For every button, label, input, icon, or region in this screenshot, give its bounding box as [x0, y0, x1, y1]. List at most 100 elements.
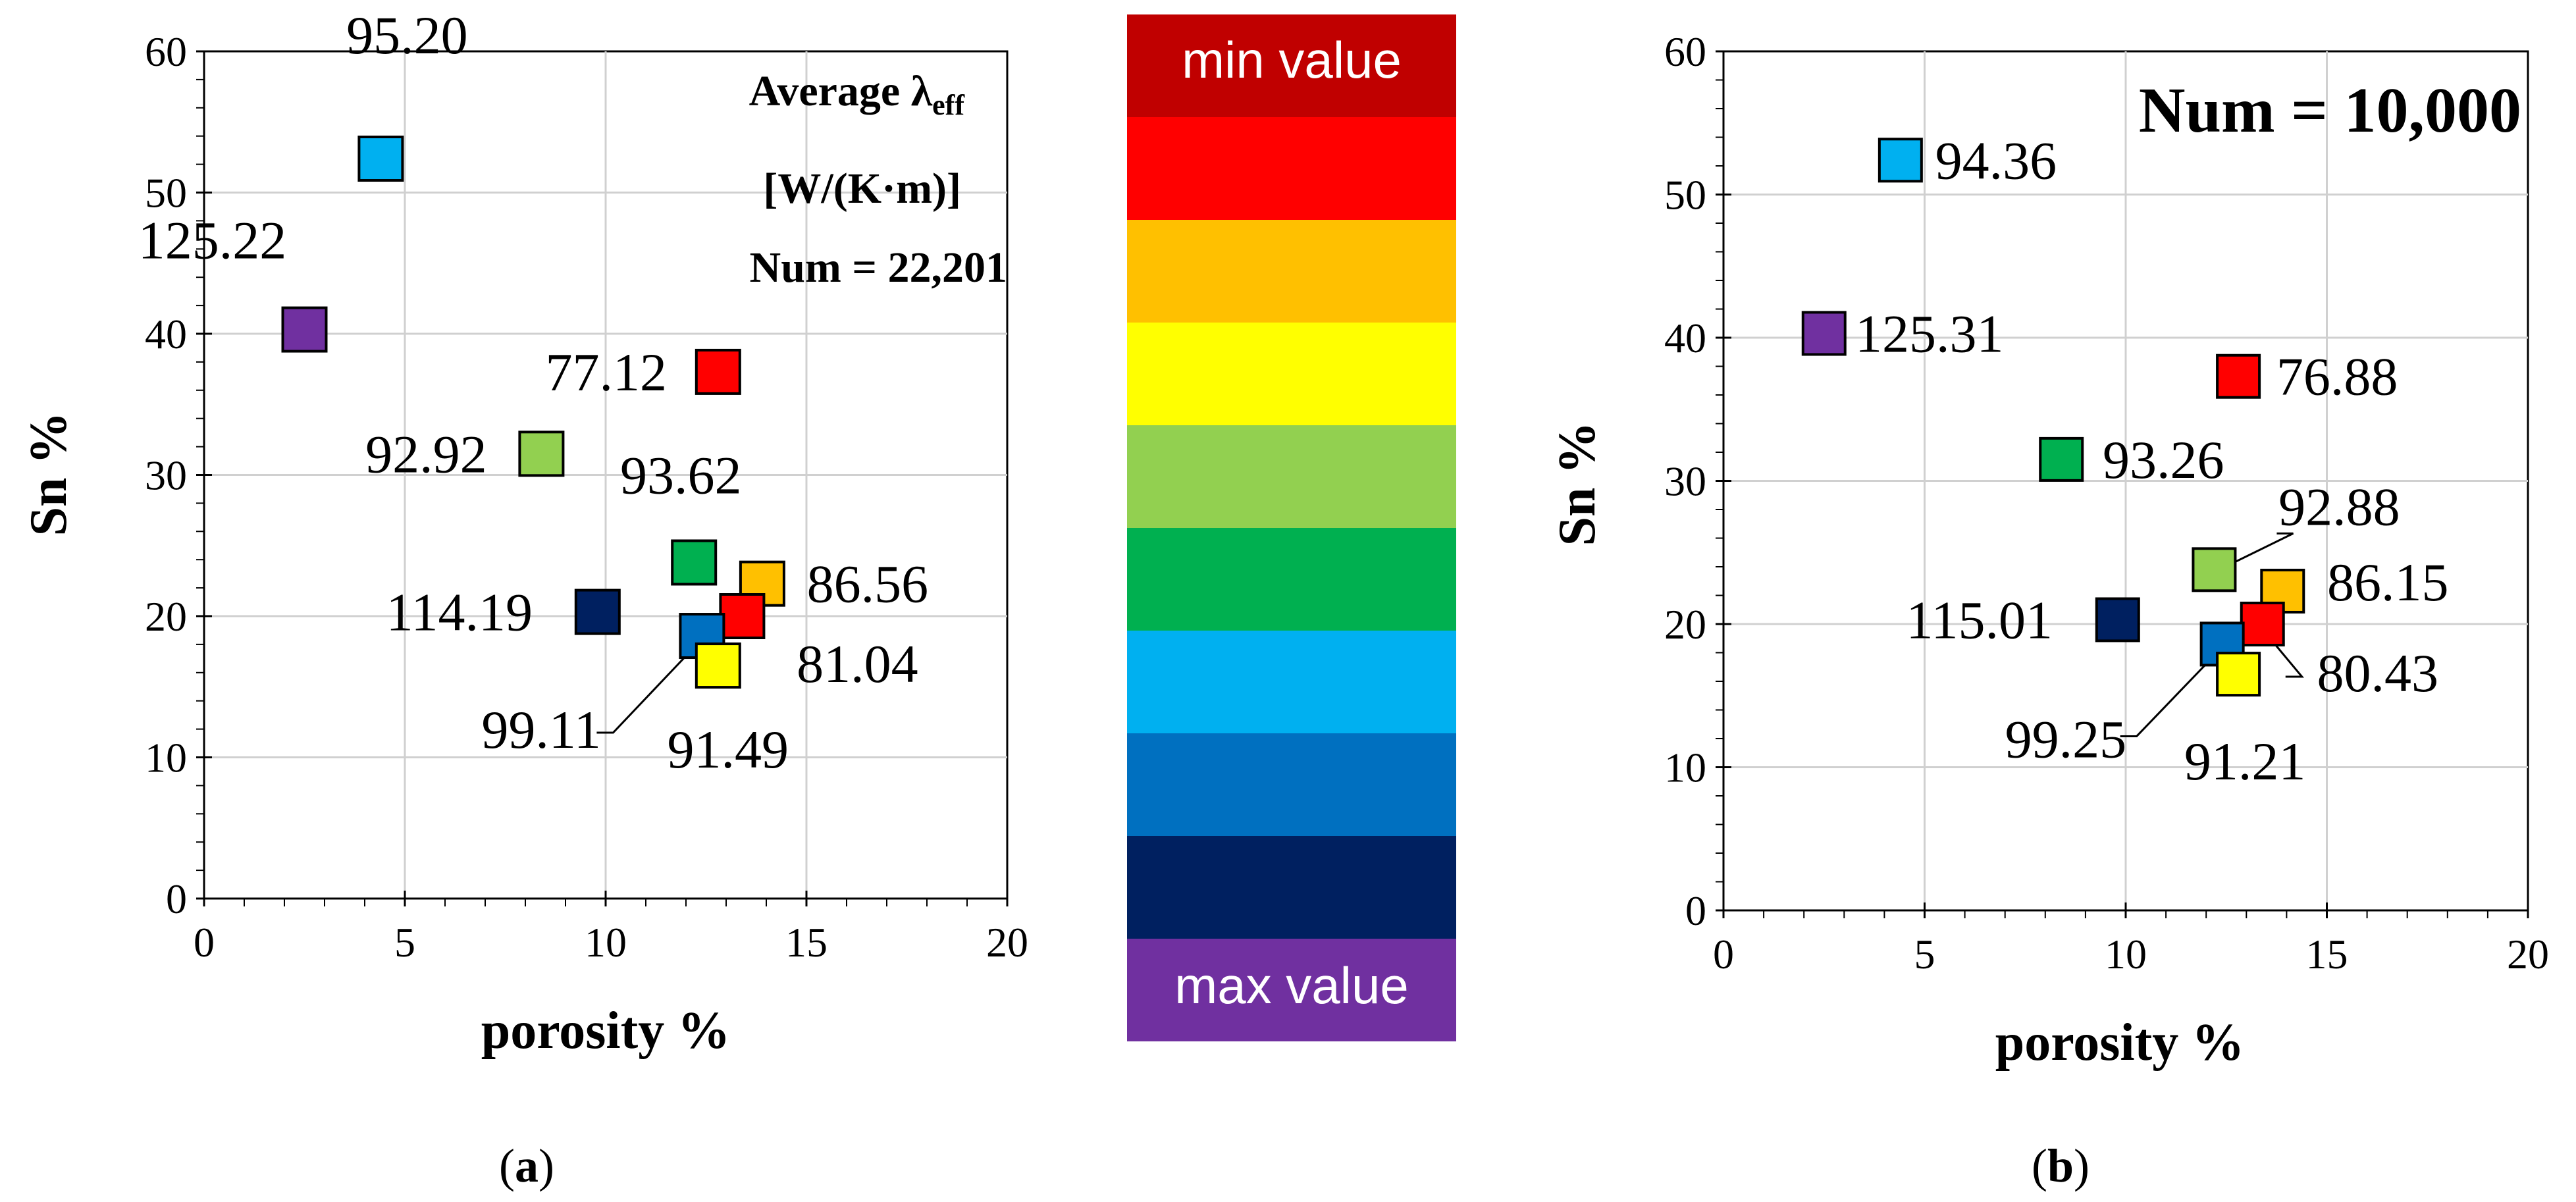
data-label: 86.15 — [2327, 552, 2449, 612]
panel-a-annotation-num: Num = 22,201 — [750, 244, 1007, 292]
data-label: 80.43 — [2317, 643, 2438, 703]
panel-a-annotation-unit: [W/(K·m)] — [763, 165, 961, 213]
y-tick-label: 0 — [166, 875, 187, 922]
panel-b-chart: 0 10 20 30 40 50 60 0 5 10 15 20 125.31 94.36 76.88 93… — [1548, 28, 2549, 1192]
x-tick-label: 10 — [585, 919, 627, 966]
data-label: 92.92 — [365, 424, 487, 484]
panel-b-points — [1801, 138, 2305, 697]
panel-b-leader-lines — [2120, 532, 2304, 737]
data-point-green — [2039, 436, 2084, 482]
legend-band — [1127, 220, 1456, 323]
panel-b-annotation-num: Num = 10,000 — [2139, 75, 2521, 146]
data-point-red — [2216, 353, 2261, 399]
legend-max-label: max value — [1174, 956, 1409, 1014]
data-label: 93.62 — [620, 445, 742, 505]
y-tick-label: 60 — [1664, 28, 1706, 75]
panel-a-ticks — [196, 50, 1009, 906]
color-scale-legend: min value max value — [1127, 14, 1456, 1041]
data-point-red — [695, 348, 741, 395]
data-point-light_green — [518, 431, 565, 477]
panel-a-annotation-lambda: Average λeff — [749, 67, 966, 121]
data-point-light_blue — [357, 136, 404, 182]
panel-a-caption: (a) — [499, 1139, 554, 1192]
y-tick-label: 50 — [1664, 172, 1706, 219]
y-tick-label: 10 — [145, 735, 187, 781]
data-point-green — [671, 539, 718, 586]
data-label: 114.19 — [386, 583, 533, 642]
x-tick-label: 10 — [2105, 931, 2147, 978]
data-point-light_blue — [1878, 138, 1923, 183]
panel-b-caption: (b) — [2032, 1139, 2090, 1192]
legend-band — [1127, 14, 1456, 117]
panel-a-gridlines — [204, 51, 1007, 899]
x-tick-label: 0 — [194, 919, 215, 966]
y-tick-label: 20 — [1664, 601, 1706, 648]
x-tick-label: 15 — [785, 919, 828, 966]
data-label: 125.31 — [1855, 303, 2004, 363]
legend-min-label: min value — [1182, 31, 1402, 89]
data-label: 125.22 — [138, 211, 287, 271]
panel-a-tick-labels: 0 10 20 30 40 50 60 0 5 10 15 20 — [145, 28, 1028, 966]
data-point-yellow — [2216, 652, 2261, 697]
x-tick-label: 20 — [986, 919, 1028, 966]
legend-band — [1127, 836, 1456, 939]
data-label: 115.01 — [1906, 590, 2053, 650]
y-tick-label: 0 — [1685, 887, 1706, 934]
legend-bands — [1127, 14, 1456, 1041]
panel-a-data-labels: 125.22 95.20 77.12 92.92 93.62 86.56 114.19 81.… — [138, 5, 928, 779]
data-label: 93.26 — [2103, 430, 2224, 490]
y-tick-label: 50 — [145, 170, 187, 217]
y-tick-label: 20 — [145, 593, 187, 640]
data-point-navy — [2095, 597, 2140, 642]
leader-line — [596, 641, 700, 734]
y-tick-label: 30 — [145, 452, 187, 499]
data-point-yellow — [695, 642, 741, 689]
x-tick-label: 15 — [2306, 931, 2348, 978]
data-label: 91.49 — [668, 719, 789, 779]
data-label: 95.20 — [346, 5, 468, 65]
data-label: 99.11 — [481, 700, 600, 760]
panel-b-y-axis-title: Sn % — [1548, 422, 1606, 546]
panel-a-annotation-line1: Average λ — [749, 67, 933, 115]
data-point-red — [719, 593, 766, 639]
panel-a-annotation-sub: eff — [932, 89, 965, 121]
y-tick-label: 60 — [145, 28, 187, 75]
x-tick-label: 5 — [394, 919, 415, 966]
y-tick-label: 10 — [1664, 745, 1706, 791]
panel-a-chart: 0 10 20 30 40 50 60 0 5 10 15 20 125.22 95.20 77.12 92… — [20, 5, 1028, 1192]
leader-line — [2225, 532, 2294, 567]
panel-b-tick-labels: 0 10 20 30 40 50 60 0 5 10 15 20 — [1664, 28, 2549, 978]
data-point-red — [2240, 602, 2285, 646]
data-label: 77.12 — [546, 342, 668, 402]
legend-band — [1127, 528, 1456, 631]
data-label: 86.56 — [807, 554, 929, 614]
y-tick-label: 40 — [145, 311, 187, 357]
legend-band — [1127, 733, 1456, 836]
panel-a-points — [281, 136, 785, 689]
data-label: 76.88 — [2276, 347, 2398, 407]
x-tick-label: 0 — [1713, 931, 1734, 978]
panel-b-data-labels: 125.31 94.36 76.88 93.26 92.88 86.15 115.01 80.… — [1855, 130, 2449, 791]
leader-line — [2120, 650, 2220, 737]
panel-a-leader-lines — [596, 641, 700, 734]
panel-a-x-axis-title: porosity % — [481, 1002, 731, 1060]
x-tick-label: 5 — [1914, 931, 1935, 978]
panel-b-x-axis-title: porosity % — [1995, 1014, 2245, 1072]
panel-a-y-axis-title: Sn % — [20, 412, 78, 536]
x-tick-label: 20 — [2507, 931, 2549, 978]
y-tick-label: 40 — [1664, 315, 1706, 361]
data-label: 99.25 — [2005, 709, 2127, 769]
legend-band — [1127, 939, 1456, 1041]
data-point-navy — [574, 588, 621, 635]
data-point-purple — [1801, 311, 1847, 356]
panel-b-ticks — [1716, 50, 2529, 918]
data-point-purple — [281, 306, 328, 353]
leader-line — [2268, 637, 2304, 678]
legend-band — [1127, 323, 1456, 425]
data-label: 81.04 — [797, 634, 918, 694]
data-label: 91.21 — [2184, 731, 2306, 791]
data-point-light_green — [2192, 547, 2237, 592]
data-label: 94.36 — [1935, 130, 2057, 190]
legend-band — [1127, 117, 1456, 220]
